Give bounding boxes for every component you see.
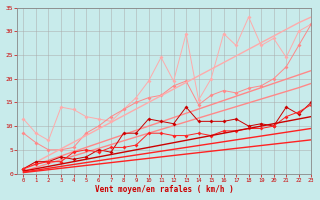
X-axis label: Vent moyen/en rafales ( km/h ): Vent moyen/en rafales ( km/h ) [95,185,234,194]
